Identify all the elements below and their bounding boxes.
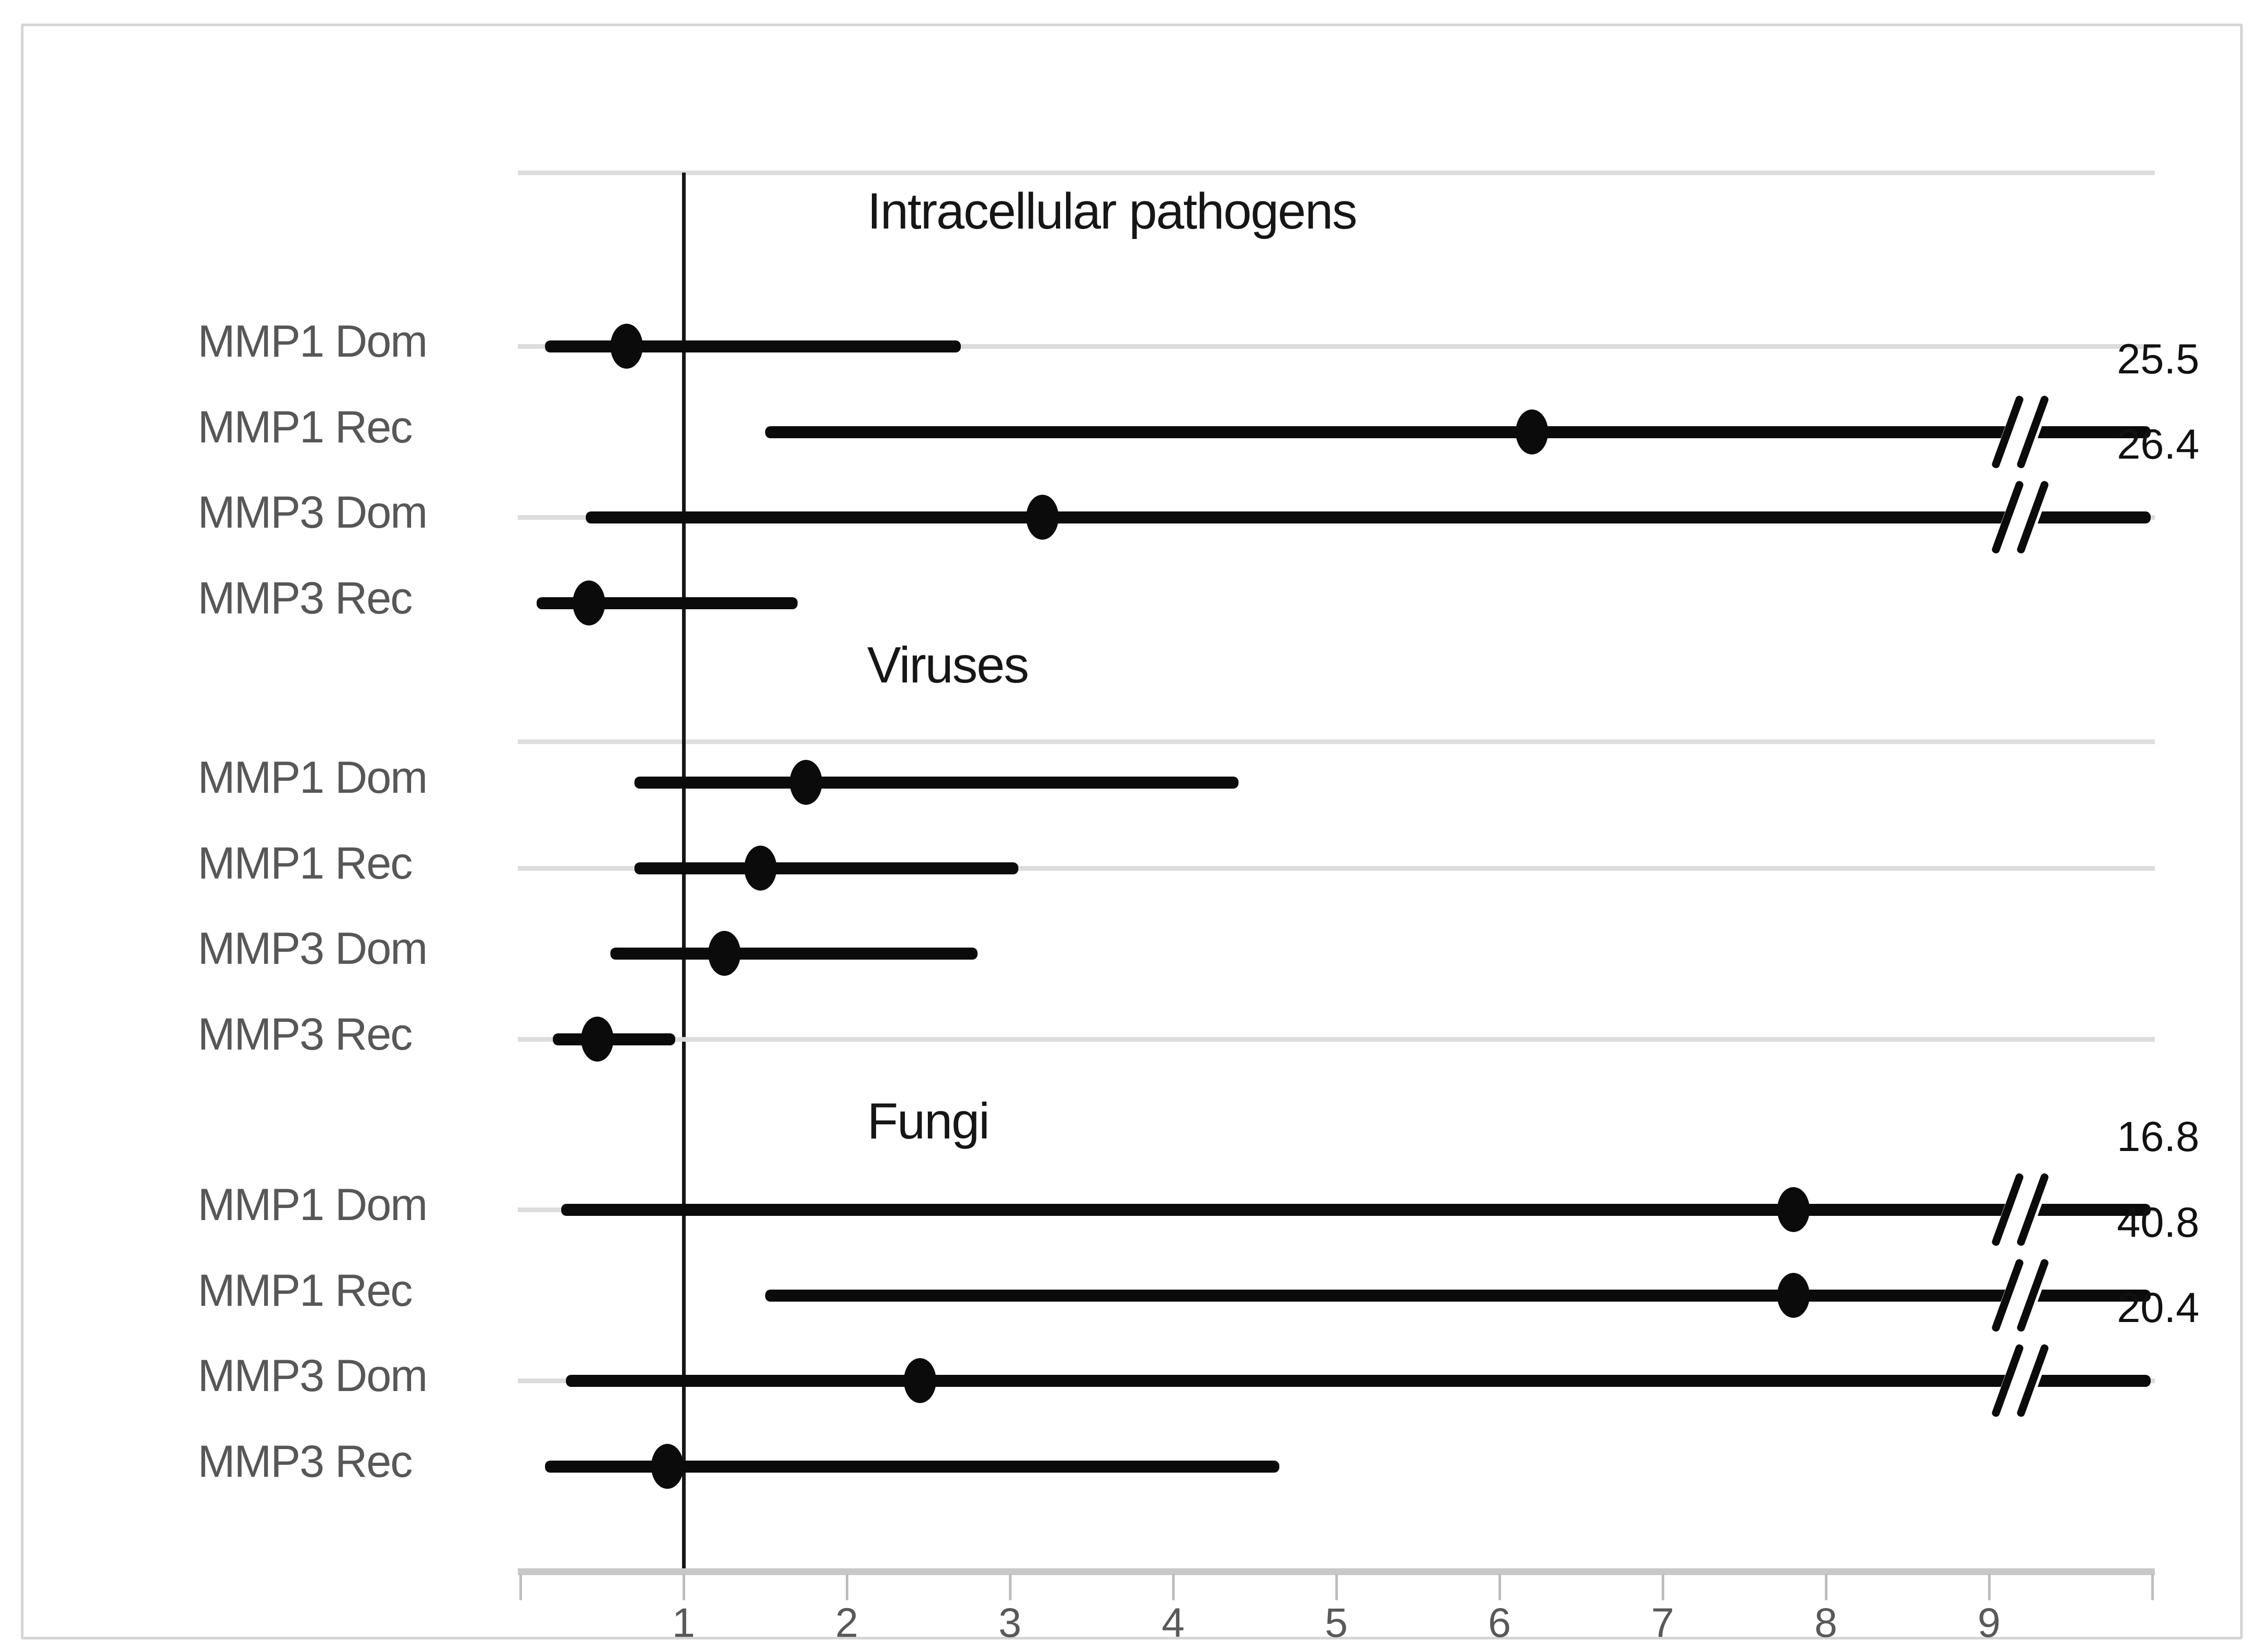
x-axis-tick-label: 2 xyxy=(835,1599,858,1646)
plot-top-gridline xyxy=(518,170,2155,175)
row-label: MMP3 Rec xyxy=(198,1436,413,1487)
estimate-dot xyxy=(708,931,741,976)
x-axis-tick-label: 1 xyxy=(672,1599,695,1646)
row-gridline xyxy=(518,1036,2155,1042)
x-axis-tick-label: 4 xyxy=(1162,1599,1185,1646)
upper-ci-value-label: 20.4 xyxy=(2117,1284,2199,1331)
section-title: Fungi xyxy=(867,1092,990,1149)
row-label: MMP3 Rec xyxy=(198,1009,413,1059)
figure-border xyxy=(21,24,2243,1639)
ci-line xyxy=(765,1289,2151,1302)
ci-line xyxy=(634,862,1018,874)
row-gridline xyxy=(518,865,2155,871)
x-axis-tick-label: 5 xyxy=(1325,1599,1348,1646)
estimate-dot xyxy=(1777,1272,1810,1318)
ci-line xyxy=(634,777,1239,789)
ci-line xyxy=(765,426,2151,438)
estimate-dot xyxy=(790,760,822,805)
estimate-dot xyxy=(1026,495,1059,540)
section-boundary-gridline xyxy=(518,739,2155,744)
x-axis-tick xyxy=(846,1574,848,1600)
x-axis-tick xyxy=(1498,1574,1501,1600)
ci-line xyxy=(544,340,961,352)
ci-line xyxy=(553,1033,676,1045)
estimate-dot xyxy=(744,845,777,891)
estimate-dot xyxy=(581,1016,614,1062)
ci-line xyxy=(561,1204,2151,1216)
estimate-dot xyxy=(1777,1187,1810,1232)
row-label: MMP3 Dom xyxy=(198,1351,428,1401)
x-axis-tick xyxy=(683,1574,685,1600)
x-axis-tick xyxy=(1009,1574,1012,1600)
upper-ci-value-label: 25.5 xyxy=(2117,335,2199,383)
x-axis-tick-label: 3 xyxy=(998,1599,1021,1646)
ci-line xyxy=(610,948,978,960)
x-axis-tick xyxy=(1662,1574,1664,1600)
row-label: MMP1 Dom xyxy=(198,753,428,803)
row-label: MMP3 Dom xyxy=(198,924,428,974)
row-label: MMP3 Dom xyxy=(198,487,428,538)
x-axis-tick xyxy=(1335,1574,1338,1600)
section-title: Intracellular pathogens xyxy=(867,183,1357,240)
row-label: MMP1 Rec xyxy=(198,402,413,452)
x-axis-tick xyxy=(519,1574,522,1600)
row-label: MMP1 Rec xyxy=(198,1265,413,1316)
x-axis-line xyxy=(518,1568,2155,1575)
upper-ci-value-label: 16.8 xyxy=(2117,1113,2199,1160)
section-title: Viruses xyxy=(867,636,1029,693)
estimate-dot xyxy=(610,324,643,369)
row-gridline xyxy=(518,344,2155,349)
x-axis-tick xyxy=(1825,1574,1827,1600)
ci-line xyxy=(544,1460,1279,1473)
x-axis-tick-label: 9 xyxy=(1978,1599,2001,1646)
ci-line xyxy=(566,1375,2151,1387)
row-label: MMP3 Rec xyxy=(198,573,413,623)
x-axis-tick-label: 8 xyxy=(1814,1599,1837,1646)
estimate-dot xyxy=(573,580,606,625)
x-axis-tick xyxy=(1988,1574,1991,1600)
estimate-dot xyxy=(651,1443,684,1489)
upper-ci-value-label: 40.8 xyxy=(2117,1199,2199,1246)
row-label: MMP1 Dom xyxy=(198,316,428,367)
row-label: MMP1 Dom xyxy=(198,1180,428,1230)
estimate-dot xyxy=(904,1358,937,1403)
x-axis-tick-label: 6 xyxy=(1488,1599,1511,1646)
upper-ci-value-label: 26.4 xyxy=(2117,421,2199,468)
x-axis-tick-label: 7 xyxy=(1651,1599,1674,1646)
row-label: MMP1 Rec xyxy=(198,838,413,888)
ci-line xyxy=(585,511,2151,523)
x-axis-tick xyxy=(2151,1574,2154,1600)
estimate-dot xyxy=(1516,409,1549,454)
x-axis-tick xyxy=(1172,1574,1175,1600)
